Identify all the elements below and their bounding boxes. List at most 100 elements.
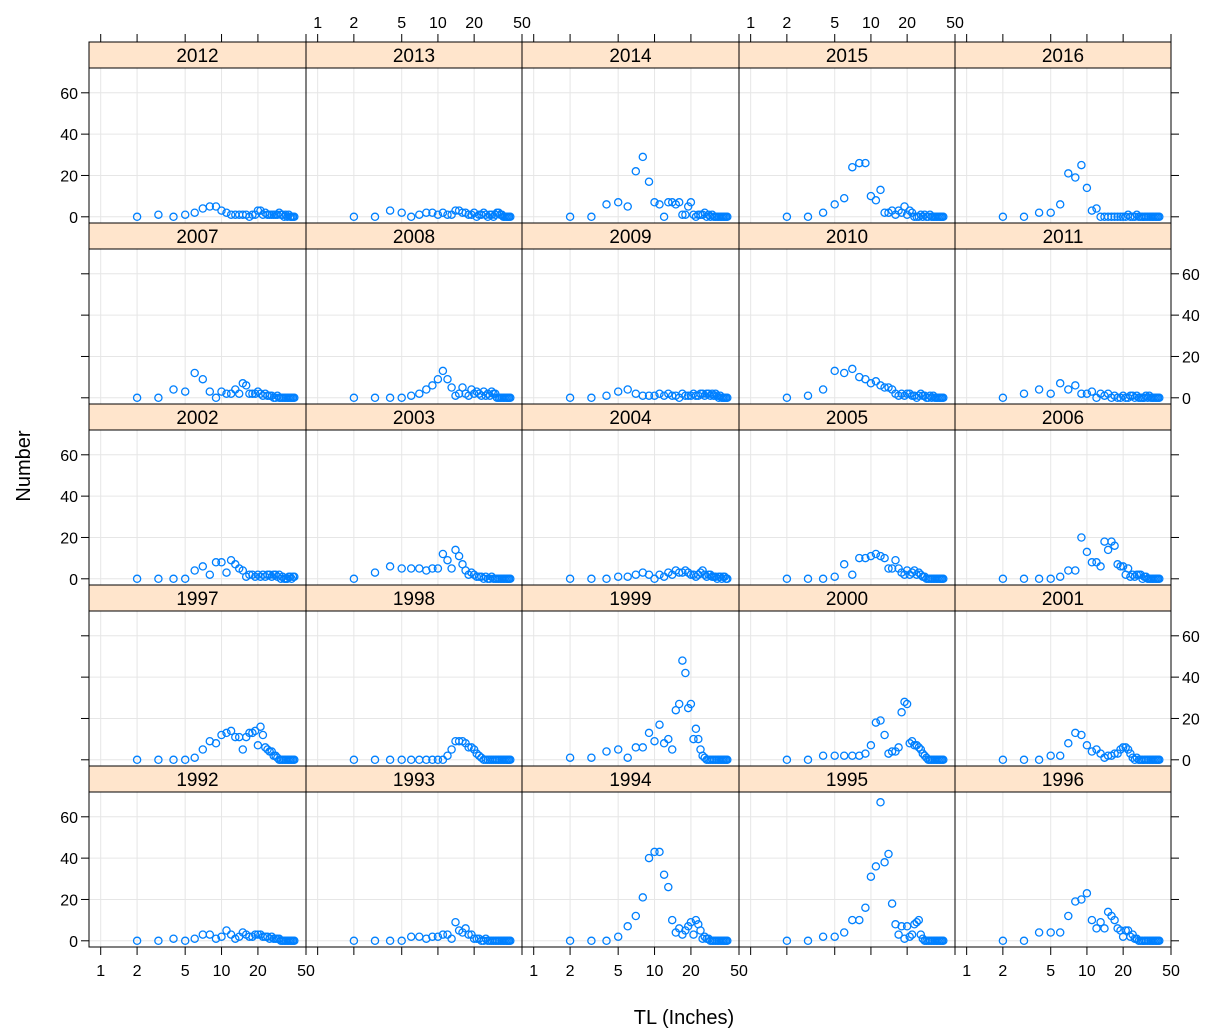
data-point-1999 (587, 753, 596, 762)
panel-frame-1999 (521, 584, 740, 767)
data-point-2001 (1087, 747, 1097, 756)
y-tick-label: 40 (60, 489, 78, 506)
data-point-1997 (231, 732, 240, 742)
strip-label-1999: 1999 (609, 589, 651, 610)
panel-frame-2010 (738, 222, 956, 405)
data-point-1994 (644, 853, 654, 863)
x-tick-label-top: 5 (830, 15, 839, 32)
data-point-1998 (422, 755, 431, 765)
data-point-1997 (198, 745, 208, 754)
strip-label-2014: 2014 (609, 46, 652, 67)
strip-label-2013: 2013 (393, 46, 435, 67)
data-point-2001 (1155, 755, 1164, 765)
data-point-2002 (238, 566, 248, 575)
data-point-2003 (506, 574, 515, 584)
data-point-2002 (226, 555, 236, 565)
panel-frame-2006 (954, 403, 1172, 586)
data-point-1999 (723, 755, 732, 765)
data-point-2015 (866, 191, 876, 201)
data-point-2008 (422, 385, 431, 394)
data-point-2011 (1019, 389, 1029, 398)
panel-frame-2014 (521, 41, 740, 224)
data-point-2007 (226, 389, 236, 398)
data-point-1995 (897, 922, 906, 931)
data-point-2016 (1087, 206, 1097, 215)
panel-frame-2003 (305, 403, 523, 586)
data-point-2003 (438, 549, 448, 559)
data-point-2013 (428, 208, 437, 217)
data-point-2016 (1116, 212, 1125, 222)
data-point-2001 (1123, 745, 1133, 754)
data-point-2010 (905, 389, 914, 398)
data-point-1994 (691, 915, 701, 925)
data-point-2011 (1046, 389, 1055, 398)
data-point-2005 (818, 574, 828, 584)
y-tick-label: 40 (1182, 670, 1200, 687)
data-point-2009 (681, 391, 690, 400)
strip-label-1992: 1992 (176, 770, 218, 791)
panel-frame-1993 (305, 765, 523, 948)
data-point-1998 (349, 755, 359, 765)
data-point-2003 (406, 564, 416, 573)
data-point-2016 (1113, 212, 1122, 222)
strip-2004 (521, 403, 740, 431)
data-point-2014 (655, 200, 664, 209)
data-point-2006 (1155, 574, 1164, 584)
data-point-1993 (479, 936, 488, 946)
data-point-2014 (674, 198, 684, 207)
points-layer (132, 152, 1164, 946)
data-point-2016 (1092, 204, 1101, 213)
data-point-1994 (659, 870, 669, 879)
data-point-2012 (290, 212, 299, 222)
data-point-2001 (1110, 749, 1119, 758)
data-point-2005 (939, 574, 948, 584)
data-point-2012 (217, 206, 226, 215)
data-point-2010 (880, 383, 889, 392)
data-point-2003 (454, 551, 464, 561)
data-point-1993 (349, 936, 359, 946)
strip-2010 (738, 222, 956, 250)
data-point-2003 (349, 574, 359, 584)
data-point-1997 (245, 728, 254, 738)
data-point-1994 (686, 917, 696, 927)
data-point-1997 (290, 755, 299, 765)
data-point-2014 (723, 212, 732, 222)
data-point-2000 (914, 743, 924, 752)
data-point-2016 (1046, 208, 1055, 217)
data-point-2011 (1155, 393, 1164, 403)
data-point-2002 (253, 570, 263, 579)
data-point-1998 (428, 755, 437, 765)
data-point-2007 (241, 381, 251, 390)
data-point-1995 (916, 930, 926, 939)
data-point-2000 (897, 708, 906, 717)
data-point-2003 (467, 568, 476, 577)
data-point-2011 (1077, 389, 1086, 398)
data-point-1994 (667, 915, 677, 925)
data-point-2016 (1082, 183, 1092, 193)
data-point-2004 (700, 570, 709, 579)
data-point-1999 (674, 699, 684, 709)
data-point-2007 (248, 389, 257, 398)
data-point-2004 (698, 566, 707, 575)
data-point-2008 (447, 383, 456, 392)
strip-2001 (954, 584, 1172, 612)
x-tick-label-top: 1 (746, 15, 755, 32)
x-tick-label-bottom: 5 (181, 963, 190, 980)
data-point-2012 (205, 202, 215, 211)
data-point-1998 (467, 743, 476, 752)
data-point-2004 (655, 570, 664, 579)
data-point-1992 (245, 932, 254, 941)
data-point-2006 (1130, 572, 1140, 581)
data-point-2009 (623, 385, 632, 394)
data-point-1992 (253, 930, 263, 939)
data-point-2001 (1019, 755, 1029, 765)
data-point-2015 (861, 158, 870, 168)
data-point-2006 (1019, 574, 1029, 584)
data-point-2013 (422, 208, 431, 217)
y-tick-label: 60 (60, 810, 78, 827)
data-point-1993 (506, 936, 515, 946)
data-point-1995 (855, 915, 864, 925)
data-point-1992 (290, 936, 299, 946)
data-point-1994 (723, 936, 732, 946)
data-point-2002 (217, 558, 226, 567)
